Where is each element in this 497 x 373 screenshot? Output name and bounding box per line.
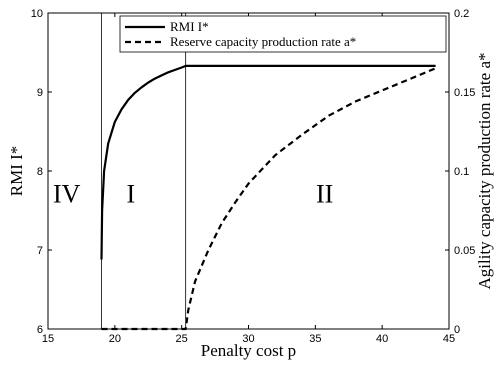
y-tick-label: 8 — [37, 166, 43, 178]
y-tick-label: 10 — [31, 8, 43, 20]
legend-label: Reserve capacity production rate a* — [170, 34, 356, 49]
y2-tick-label: 0.05 — [454, 245, 475, 257]
x-tick-label: 25 — [176, 333, 188, 345]
region-label: I — [127, 180, 136, 209]
plot-area — [47, 12, 450, 330]
region-label: II — [316, 180, 333, 209]
x-axis-label: Penalty cost p — [201, 341, 296, 360]
y2-tick-label: 0.15 — [454, 87, 475, 99]
annotations: IV I II — [53, 13, 333, 329]
x-tick-label: 35 — [309, 333, 321, 345]
plot-frame — [47, 12, 450, 330]
x-tick-label: 30 — [242, 333, 254, 345]
y2-axis-label: Agility capacity production rate a* — [475, 53, 494, 290]
region-label: IV — [53, 180, 81, 209]
ticks: 15 20 25 30 35 40 45 6 7 8 9 10 0 0.05 0.1 0.15 0.2 Penal… — [7, 8, 494, 360]
x-tick-label: 20 — [109, 333, 121, 345]
legend-label: RMI I* — [170, 19, 209, 34]
x-tick-label: 45 — [443, 333, 455, 345]
series-layer — [100, 64, 437, 331]
y-tick-label: 6 — [37, 324, 43, 336]
x-tick-label: 40 — [376, 333, 388, 345]
series-line-rmi — [100, 64, 436, 260]
y-axis-label: RMI I* — [7, 146, 26, 197]
y-tick-label: 9 — [37, 87, 43, 99]
series-line-reserve-capacity — [101, 67, 437, 331]
y2-tick-label: 0.2 — [454, 8, 469, 20]
legend-box — [119, 15, 447, 53]
x-tick-label: 15 — [42, 333, 54, 345]
legend: RMI I*Reserve capacity production rate a… — [119, 15, 447, 53]
y2-tick-label: 0.1 — [454, 166, 469, 178]
y2-tick-label: 0 — [454, 324, 460, 336]
y-tick-label: 7 — [37, 245, 43, 257]
